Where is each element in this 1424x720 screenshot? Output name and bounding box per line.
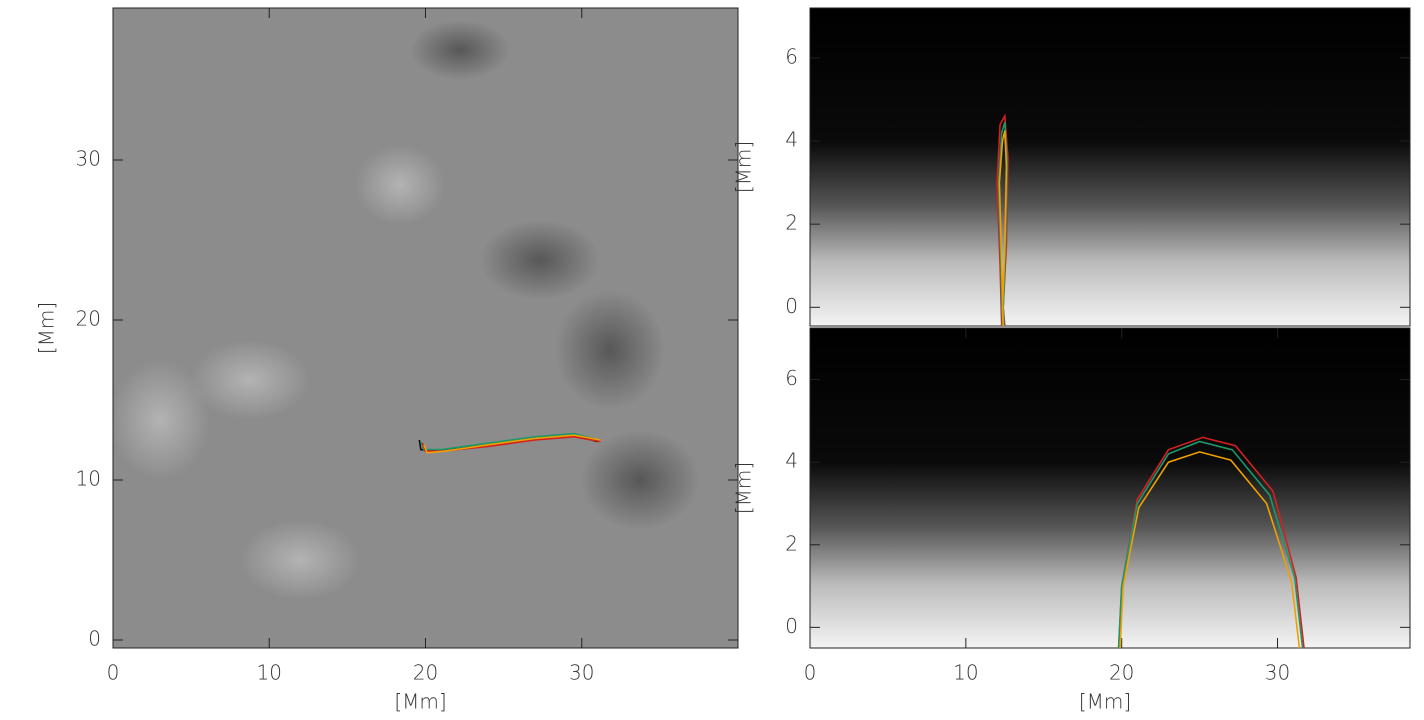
y-tick-label: 0 <box>785 614 798 638</box>
x-tick-label: 20 <box>1109 661 1134 685</box>
x-axis-label: [Mm] <box>394 690 446 714</box>
blot <box>240 520 360 600</box>
y-tick-label: 20 <box>76 307 101 331</box>
field-line <box>423 434 601 454</box>
x-tick-label: 10 <box>953 661 978 685</box>
y-tick-label: 4 <box>785 449 798 473</box>
y-tick-label: 0 <box>785 294 798 318</box>
x-tick-label: 20 <box>413 661 438 685</box>
field-line <box>998 130 1008 327</box>
x-tick-label: 10 <box>257 661 282 685</box>
y-axis-label: [Mm] <box>732 141 756 193</box>
y-tick-label: 2 <box>785 211 798 235</box>
x-axis-label: [Mm] <box>1079 690 1131 714</box>
y-tick-label: 2 <box>785 531 798 555</box>
blot <box>190 340 310 420</box>
y-axis-label: [Mm] <box>35 302 59 354</box>
field-line <box>1119 451 1301 649</box>
blot <box>480 220 600 300</box>
y-tick-label: 30 <box>76 147 101 171</box>
y-tick-label: 6 <box>785 366 798 390</box>
blot <box>555 290 665 410</box>
x-tick-label: 0 <box>107 661 120 685</box>
backgrounds <box>110 8 1410 648</box>
x-tick-label: 30 <box>569 661 594 685</box>
blot <box>355 145 445 225</box>
x-tick-label: 30 <box>1265 661 1290 685</box>
x-tick-label: 0 <box>804 661 817 685</box>
atmosphere <box>810 328 1410 648</box>
field-line <box>1117 440 1304 649</box>
blot <box>410 20 510 80</box>
plot-frame <box>809 7 1411 327</box>
y-axis-label: [Mm] <box>732 462 756 514</box>
blot <box>580 430 700 530</box>
y-tick-label: 0 <box>88 627 101 651</box>
blot <box>110 360 210 480</box>
y-tick-label: 6 <box>785 44 798 68</box>
plot-frame <box>809 327 1411 649</box>
field-line <box>420 432 600 451</box>
y-tick-label: 4 <box>785 128 798 152</box>
y-tick-label: 10 <box>76 467 101 491</box>
atmosphere <box>810 8 1410 326</box>
field-line <box>421 435 601 452</box>
